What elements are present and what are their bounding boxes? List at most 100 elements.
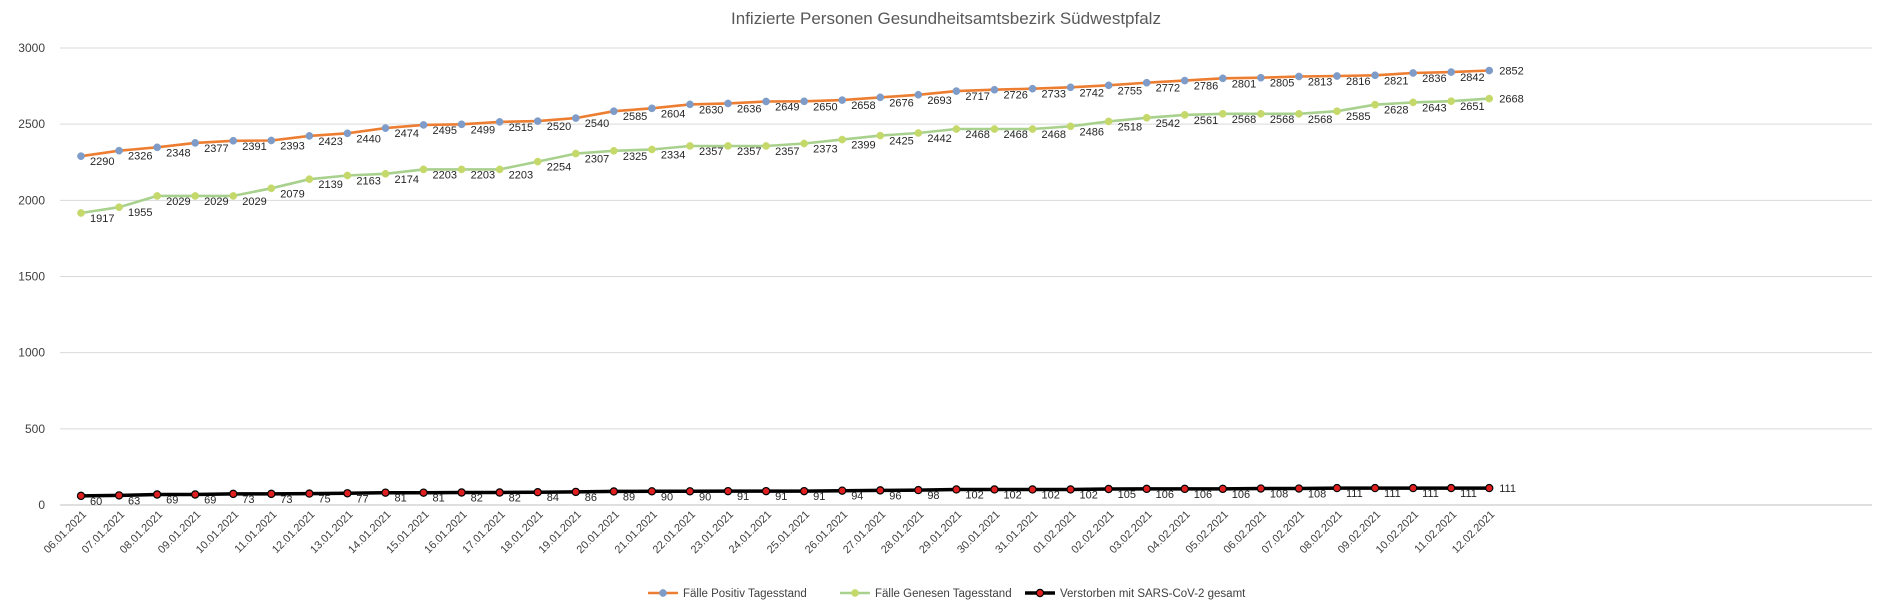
data-point xyxy=(723,486,733,496)
y-tick-label: 0 xyxy=(38,498,45,512)
data-point xyxy=(1104,81,1113,90)
data-point xyxy=(647,487,657,496)
data-point xyxy=(1066,485,1075,494)
data-point xyxy=(1028,84,1037,93)
data-label: 90 xyxy=(661,491,673,503)
data-point xyxy=(1485,66,1494,75)
data-point xyxy=(495,488,504,497)
data-label: 2203 xyxy=(471,169,495,181)
data-point xyxy=(495,165,504,174)
data-point xyxy=(990,125,999,133)
data-label: 89 xyxy=(623,491,635,503)
data-point xyxy=(686,142,694,150)
data-point xyxy=(724,142,732,150)
data-label: 2357 xyxy=(699,146,723,158)
data-label: 2499 xyxy=(471,124,495,136)
data-point xyxy=(1104,117,1113,126)
data-label: 2805 xyxy=(1270,78,1294,90)
data-point xyxy=(419,488,428,497)
data-point xyxy=(1028,125,1037,133)
data-point xyxy=(457,120,466,129)
data-label: 2772 xyxy=(1156,83,1180,95)
data-label: 2290 xyxy=(90,156,114,168)
data-label: 2813 xyxy=(1308,76,1332,88)
legend-item-2: Fälle Genesen Tagesstand xyxy=(840,588,1012,600)
data-point xyxy=(1256,484,1266,493)
y-tick-label: 500 xyxy=(25,422,45,436)
data-point xyxy=(609,146,618,155)
series-layer xyxy=(76,66,1494,501)
data-label: 73 xyxy=(280,494,292,506)
data-label: 2393 xyxy=(280,140,304,152)
data-label: 82 xyxy=(471,493,483,505)
data-point xyxy=(990,85,999,94)
data-point xyxy=(1371,71,1379,80)
data-label: 2852 xyxy=(1499,66,1523,78)
data-label: 2842 xyxy=(1460,72,1484,84)
data-point xyxy=(1104,484,1113,494)
data-point xyxy=(1257,73,1265,82)
data-point xyxy=(229,136,238,145)
data-point xyxy=(1180,111,1189,119)
data-point xyxy=(876,93,885,102)
data-label: 2174 xyxy=(394,174,418,186)
series-line xyxy=(79,486,1491,498)
data-label: 86 xyxy=(585,492,597,504)
data-label: 102 xyxy=(1080,489,1098,501)
data-label: 2029 xyxy=(166,196,190,208)
legend-marker xyxy=(1035,588,1045,598)
data-label: 2203 xyxy=(433,169,457,181)
data-label: 2440 xyxy=(356,133,380,145)
data-label: 2486 xyxy=(1080,126,1104,138)
data-label: 90 xyxy=(699,491,711,503)
data-point xyxy=(115,146,123,155)
data-label: 98 xyxy=(927,490,939,502)
data-point xyxy=(115,203,123,212)
data-label: 2357 xyxy=(737,146,761,158)
data-label: 2425 xyxy=(889,136,913,148)
y-tick-label: 1000 xyxy=(18,346,45,360)
data-point xyxy=(1485,483,1494,493)
data-label: 106 xyxy=(1232,489,1250,501)
data-label: 2468 xyxy=(1003,129,1027,141)
data-label: 106 xyxy=(1156,489,1174,501)
data-point xyxy=(381,169,390,178)
data-point xyxy=(648,104,656,113)
series-line xyxy=(79,69,1491,158)
data-point xyxy=(838,96,847,104)
data-label: 2326 xyxy=(128,151,152,163)
data-label: 2643 xyxy=(1422,102,1446,114)
data-point xyxy=(762,142,770,150)
data-label: 2495 xyxy=(433,125,457,137)
data-label: 2568 xyxy=(1232,114,1256,126)
data-label: 102 xyxy=(965,489,983,501)
data-label: 69 xyxy=(166,494,178,506)
data-point xyxy=(1333,107,1341,116)
series-1 xyxy=(77,66,1494,161)
data-label: 111 xyxy=(1346,488,1363,500)
data-point xyxy=(1218,484,1228,494)
data-label: 2399 xyxy=(851,140,875,152)
data-point xyxy=(1447,97,1456,106)
data-label: 2357 xyxy=(775,146,799,158)
data-label: 2726 xyxy=(1003,90,1027,102)
data-label: 2540 xyxy=(585,118,609,130)
data-label: 111 xyxy=(1499,483,1516,495)
data-label: 91 xyxy=(737,491,749,503)
data-point xyxy=(914,485,923,495)
data-label: 2658 xyxy=(851,100,875,112)
data-label: 2254 xyxy=(547,162,571,174)
data-point xyxy=(533,157,542,166)
data-point xyxy=(1333,72,1341,80)
data-point xyxy=(952,87,961,95)
data-label: 2755 xyxy=(1118,85,1142,97)
data-point xyxy=(533,488,542,497)
data-point xyxy=(799,486,809,496)
legend-label: Fälle Positiv Tagesstand xyxy=(683,588,807,600)
data-point xyxy=(1028,485,1037,494)
data-label: 2585 xyxy=(1346,111,1370,123)
data-point xyxy=(267,184,276,193)
data-label: 2717 xyxy=(965,91,989,103)
data-label: 2649 xyxy=(775,101,799,113)
data-point xyxy=(1142,78,1151,87)
